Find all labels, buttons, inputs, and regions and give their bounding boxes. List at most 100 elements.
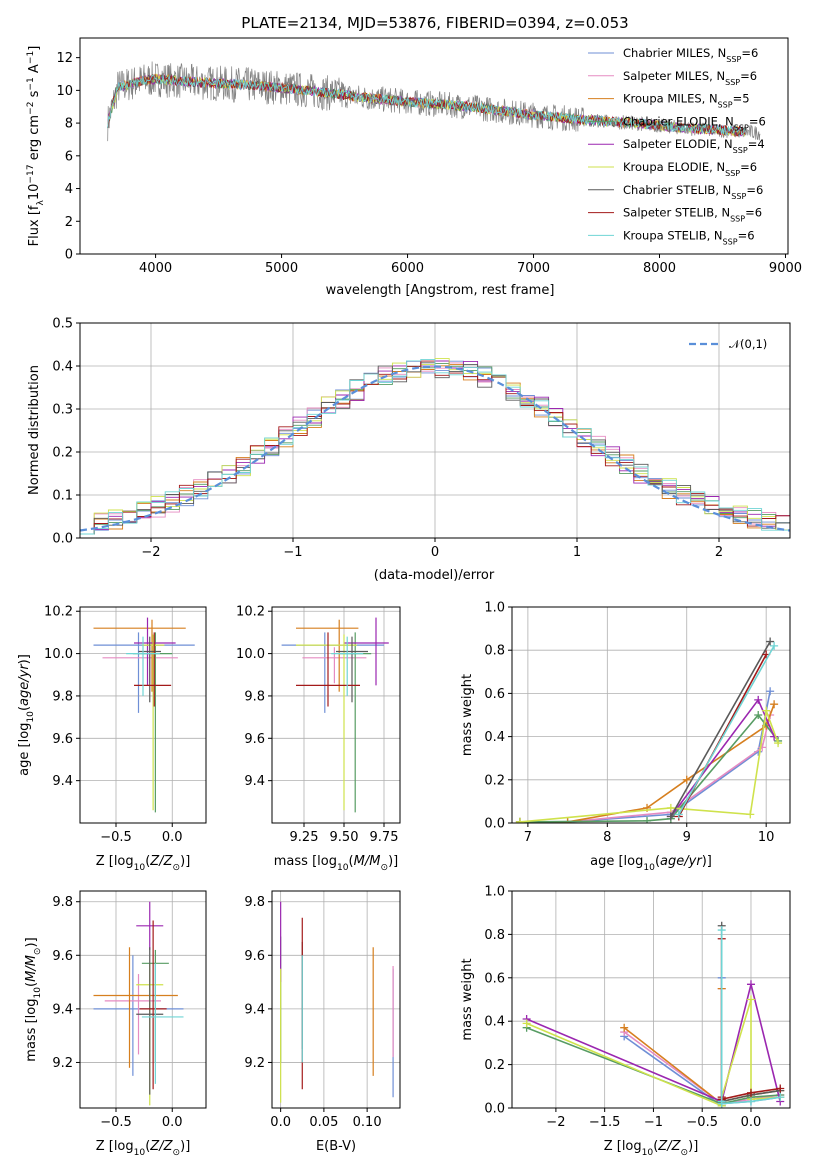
x-tick-label: 0.0 <box>162 830 183 845</box>
spectrum-legend: Chabrier MILES, NSSP=6 Salpeter MILES, NS… <box>588 46 766 246</box>
y-axis-label: mass [log10(M/M⊙)] <box>24 937 43 1061</box>
weight-marker-ks <box>674 810 683 819</box>
y-axis-label: mass weight <box>460 958 475 1040</box>
weight-marker-ke <box>522 1019 531 1028</box>
weight-line-se <box>526 984 781 1103</box>
spectrum-model-ks <box>107 74 746 136</box>
weight-line-sm <box>519 714 771 823</box>
plot-area-residuals <box>80 358 790 535</box>
y-tick-label: 0.2 <box>484 773 505 788</box>
y-tick-label: 0.0 <box>52 532 73 547</box>
x-axis-label: wavelength [Angstrom, rest frame] <box>326 283 555 298</box>
plot-area-age-mass <box>281 617 389 813</box>
y-tick-label: 9.8 <box>52 895 73 910</box>
y-axis-label: mass weight <box>460 674 475 756</box>
x-tick-label: 9000 <box>769 261 802 276</box>
weight-marker-se <box>754 695 763 704</box>
y-tick-label: 6 <box>65 149 73 164</box>
x-tick-label: 2 <box>715 545 723 560</box>
x-tick-label: −0.5 <box>100 1115 132 1130</box>
plot-weight-age: 7 8 9 10 0.0 0.2 0.4 0.6 0.8 1.0 age [log10(age/yr… <box>460 601 791 873</box>
weight-marker-ks <box>746 1097 755 1106</box>
axes-frame <box>271 890 401 1109</box>
x-tick-label: 6000 <box>391 261 424 276</box>
x-tick-label: 8 <box>603 830 611 845</box>
x-tick-label: 0 <box>431 545 439 560</box>
x-axis-label: Z [log10(Z/Z⊙)] <box>604 1139 699 1158</box>
plot-area-mass-EBV <box>280 901 394 1103</box>
x-tick-label: −0.5 <box>686 1115 718 1130</box>
x-axis-label: E(B-V) <box>316 1139 356 1154</box>
legend-label-cm: Chabrier MILES, NSSP=6 <box>623 46 758 64</box>
axes-frame <box>511 890 791 1109</box>
legend-label-ce: Chabrier ELODIE, NSSP=6 <box>623 114 766 131</box>
weight-marker-ss <box>746 1088 755 1097</box>
y-tick-label: 9.2 <box>244 1056 265 1071</box>
y-tick-label: 9.4 <box>244 774 265 789</box>
legend-label-km: Kroupa MILES, NSSP=5 <box>623 92 750 110</box>
y-tick-label: 10.2 <box>236 605 265 620</box>
y-axis-label: Normed distribution <box>27 365 42 495</box>
weight-marker-ke <box>666 803 675 812</box>
y-tick-label: 0.6 <box>484 687 505 702</box>
y-tick-label: 10.0 <box>236 647 265 662</box>
y-tick-label: 1.0 <box>484 601 505 616</box>
y-tick-label: 0.6 <box>484 971 505 986</box>
weight-marker-ke <box>515 817 524 823</box>
y-tick-label: 4 <box>65 182 73 197</box>
plot-mass-EBV: 0.0 0.05 0.10 9.2 9.4 9.6 9.8 E(B-V) <box>244 890 401 1154</box>
x-tick-label: 4000 <box>139 261 172 276</box>
plot-area-mass-Z <box>93 901 184 1106</box>
y-tick-label: 9.6 <box>52 732 73 747</box>
weight-line-ce <box>526 1026 781 1105</box>
y-tick-label: 9.4 <box>52 774 73 789</box>
weight-marker-ke <box>746 810 755 819</box>
plot-area-spectrum <box>107 61 761 142</box>
axes-frame <box>271 606 401 824</box>
plot-mass-Z: −0.5 0.0 9.2 9.4 9.6 9.8 Z [log10(Z/Z⊙)] mass [… <box>24 890 207 1158</box>
x-tick-label: 0.10 <box>353 1115 382 1130</box>
axes-frame <box>79 606 207 824</box>
y-tick-label: 9.2 <box>52 1056 73 1071</box>
x-tick-label: 5000 <box>265 261 298 276</box>
y-tick-label: 9.8 <box>52 689 73 704</box>
figure-title: PLATE=2134, MJD=53876, FIBERID=0394, z=0… <box>241 14 628 32</box>
x-tick-label: 9.50 <box>330 830 359 845</box>
legend-label-ss: Salpeter STELIB, NSSP=6 <box>623 206 762 224</box>
y-tick-label: 0.8 <box>484 928 505 943</box>
y-tick-label: 10 <box>56 84 73 99</box>
y-tick-label: 1.0 <box>484 885 505 900</box>
x-tick-label: 9.25 <box>290 830 319 845</box>
plot-area-weight-age <box>515 637 783 823</box>
weight-marker-ce <box>643 816 652 823</box>
weight-marker-cs <box>666 812 675 821</box>
x-tick-label: 0.05 <box>309 1115 338 1130</box>
weight-line-ke <box>526 999 781 1108</box>
x-axis-label: age [log10(age/yr)] <box>590 854 712 873</box>
y-tick-label: 0.2 <box>484 1058 505 1073</box>
x-tick-label: 10 <box>758 830 775 845</box>
x-axis-label: mass [log10(M/M⊙)] <box>274 854 398 873</box>
y-tick-label: 0.0 <box>484 1102 505 1117</box>
x-tick-label: 9 <box>683 830 691 845</box>
plot-area-weight-Z <box>522 921 785 1108</box>
y-tick-label: 9.4 <box>52 1002 73 1017</box>
y-tick-label: 0.4 <box>52 360 73 375</box>
y-tick-label: 0.8 <box>484 644 505 659</box>
weight-marker-ks <box>770 641 779 650</box>
x-axis-label: Z [log10(Z/Z⊙)] <box>96 1139 191 1158</box>
weight-line-cm <box>519 691 771 823</box>
weight-marker-ss <box>776 1084 785 1093</box>
weight-marker-se <box>746 980 755 989</box>
y-tick-label: 0.2 <box>52 446 73 461</box>
x-tick-label: 1 <box>573 545 581 560</box>
weight-marker-ke <box>746 995 755 1004</box>
weight-line-ke <box>519 710 779 823</box>
x-axis-label: (data-model)/error <box>374 568 495 583</box>
plot-spectrum: 4000 5000 6000 7000 8000 9000 0 2 4 6 8 10 12 Chabrie… <box>26 37 802 298</box>
weight-line-cs <box>670 641 771 817</box>
x-tick-label: −2 <box>141 545 160 560</box>
y-tick-label: 0.1 <box>52 489 73 504</box>
